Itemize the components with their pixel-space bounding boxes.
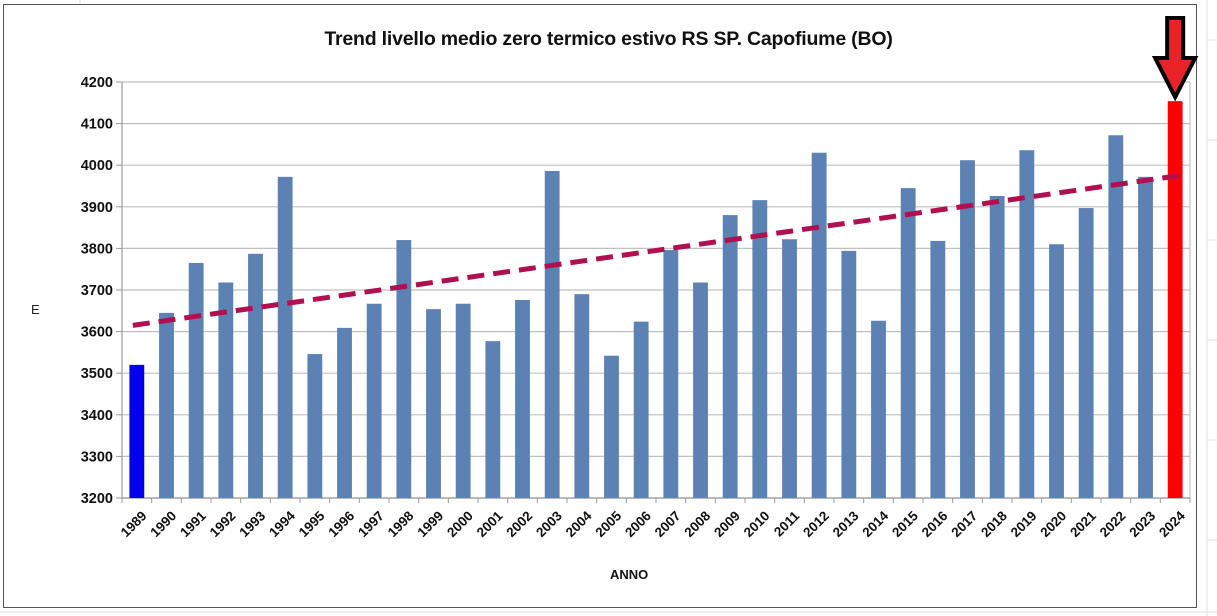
bar-2002 [515, 299, 530, 498]
bars [129, 101, 1183, 499]
trendline [132, 173, 1180, 328]
x-tick-label: 2021 [1067, 508, 1099, 540]
x-tick-label: 1999 [414, 508, 446, 540]
bar-2018 [989, 195, 1005, 498]
x-axis-label: ANNO [610, 567, 649, 582]
x-axis-ticks: 1989199019911992199319941995199619971998… [118, 498, 1191, 540]
x-tick-label: 1996 [325, 508, 357, 540]
x-tick-label: 2020 [1037, 508, 1069, 540]
x-tick-label: 2002 [503, 508, 535, 540]
bar-2010 [752, 200, 768, 499]
bar-2023 [1138, 176, 1153, 498]
bar-2014 [871, 320, 886, 498]
bar-1995 [307, 354, 323, 498]
x-tick-label: 2023 [1126, 508, 1158, 540]
x-tick-label: 2016 [919, 508, 951, 540]
x-tick-label: 2022 [1097, 508, 1129, 540]
x-tick-label: 2018 [978, 508, 1010, 540]
bar-2011 [782, 239, 797, 499]
x-tick-label: 2011 [771, 508, 803, 540]
bar-1993 [248, 253, 263, 498]
bar-2007 [663, 250, 679, 498]
bar-1998 [396, 240, 412, 498]
y-tick-label: 3700 [81, 283, 113, 299]
x-tick-label: 2017 [948, 508, 980, 540]
bar-1997 [366, 303, 382, 498]
x-tick-label: 2014 [859, 508, 891, 540]
x-tick-label: 2012 [800, 508, 832, 540]
bar-2016 [930, 240, 946, 499]
x-tick-label: 2005 [592, 508, 624, 540]
x-tick-label: 1992 [207, 508, 239, 540]
annotation-group [1151, 16, 1199, 102]
y-tick-label: 3500 [81, 366, 113, 382]
bar-2005 [604, 355, 619, 498]
y-axis-ticks: 3200 3300 3400 3500 3600 3700 3800 3900 4000 4100… [81, 75, 122, 507]
bar-1989 [129, 364, 145, 498]
bar-1990 [159, 312, 174, 498]
x-tick-label: 1995 [296, 508, 328, 540]
bar-2022 [1108, 135, 1124, 499]
y-axis-label: E [31, 302, 40, 317]
x-tick-label: 2007 [652, 508, 684, 540]
down-arrow-icon [1151, 16, 1199, 102]
x-tick-label: 2024 [1156, 508, 1188, 540]
bar-2015 [900, 188, 916, 498]
bar-2017 [960, 160, 975, 498]
bar-2024 [1167, 101, 1183, 499]
bar-1999 [426, 309, 441, 498]
x-tick-label: 2008 [681, 508, 713, 540]
x-tick-label: 1994 [266, 508, 298, 540]
y-tick-label: 3600 [81, 325, 113, 341]
x-tick-label: 1993 [236, 508, 268, 540]
x-tick-label: 1997 [355, 508, 387, 540]
x-tick-label: 2019 [1008, 508, 1040, 540]
chart-title: Trend livello medio zero termico estivo … [324, 28, 893, 50]
bar-2020 [1049, 244, 1064, 498]
bar-2006 [633, 321, 649, 498]
x-tick-label: 2006 [622, 508, 654, 540]
x-tick-label: 2000 [444, 508, 476, 540]
x-tick-label: 2015 [889, 508, 921, 540]
trendline-group [132, 173, 1180, 328]
bar-2008 [693, 282, 708, 498]
y-tick-label: 4000 [81, 158, 113, 174]
y-tick-label: 4200 [81, 75, 113, 91]
x-tick-label: 1991 [177, 508, 209, 540]
bar-2003 [544, 171, 560, 499]
bar-2001 [485, 341, 501, 498]
x-tick-label: 1990 [147, 508, 179, 540]
bar-1994 [277, 176, 293, 498]
y-tick-label: 3900 [81, 200, 113, 216]
x-tick-label: 1998 [385, 508, 417, 540]
bar-1992 [218, 282, 234, 498]
y-tick-label: 3800 [81, 241, 113, 257]
x-tick-label: 2003 [533, 508, 565, 540]
bar-2019 [1019, 150, 1035, 498]
bar-2000 [455, 303, 471, 498]
x-tick-label: 2010 [741, 508, 773, 540]
bar-2012 [811, 152, 827, 498]
x-tick-label: 2001 [474, 508, 506, 540]
x-tick-label: 2013 [830, 508, 862, 540]
bar-1991 [188, 262, 204, 498]
x-tick-label: 2004 [563, 508, 595, 540]
bar-2009 [722, 215, 738, 498]
x-tick-label: 1989 [118, 508, 150, 540]
bar-2021 [1078, 208, 1094, 498]
y-tick-label: 3200 [81, 491, 113, 507]
y-tick-label: 3400 [81, 408, 113, 424]
bar-2004 [574, 294, 590, 498]
y-tick-label: 3300 [81, 449, 113, 465]
bar-2013 [841, 250, 857, 498]
y-tick-label: 4100 [81, 117, 113, 133]
x-tick-label: 2009 [711, 508, 743, 540]
bar-1996 [337, 327, 352, 498]
